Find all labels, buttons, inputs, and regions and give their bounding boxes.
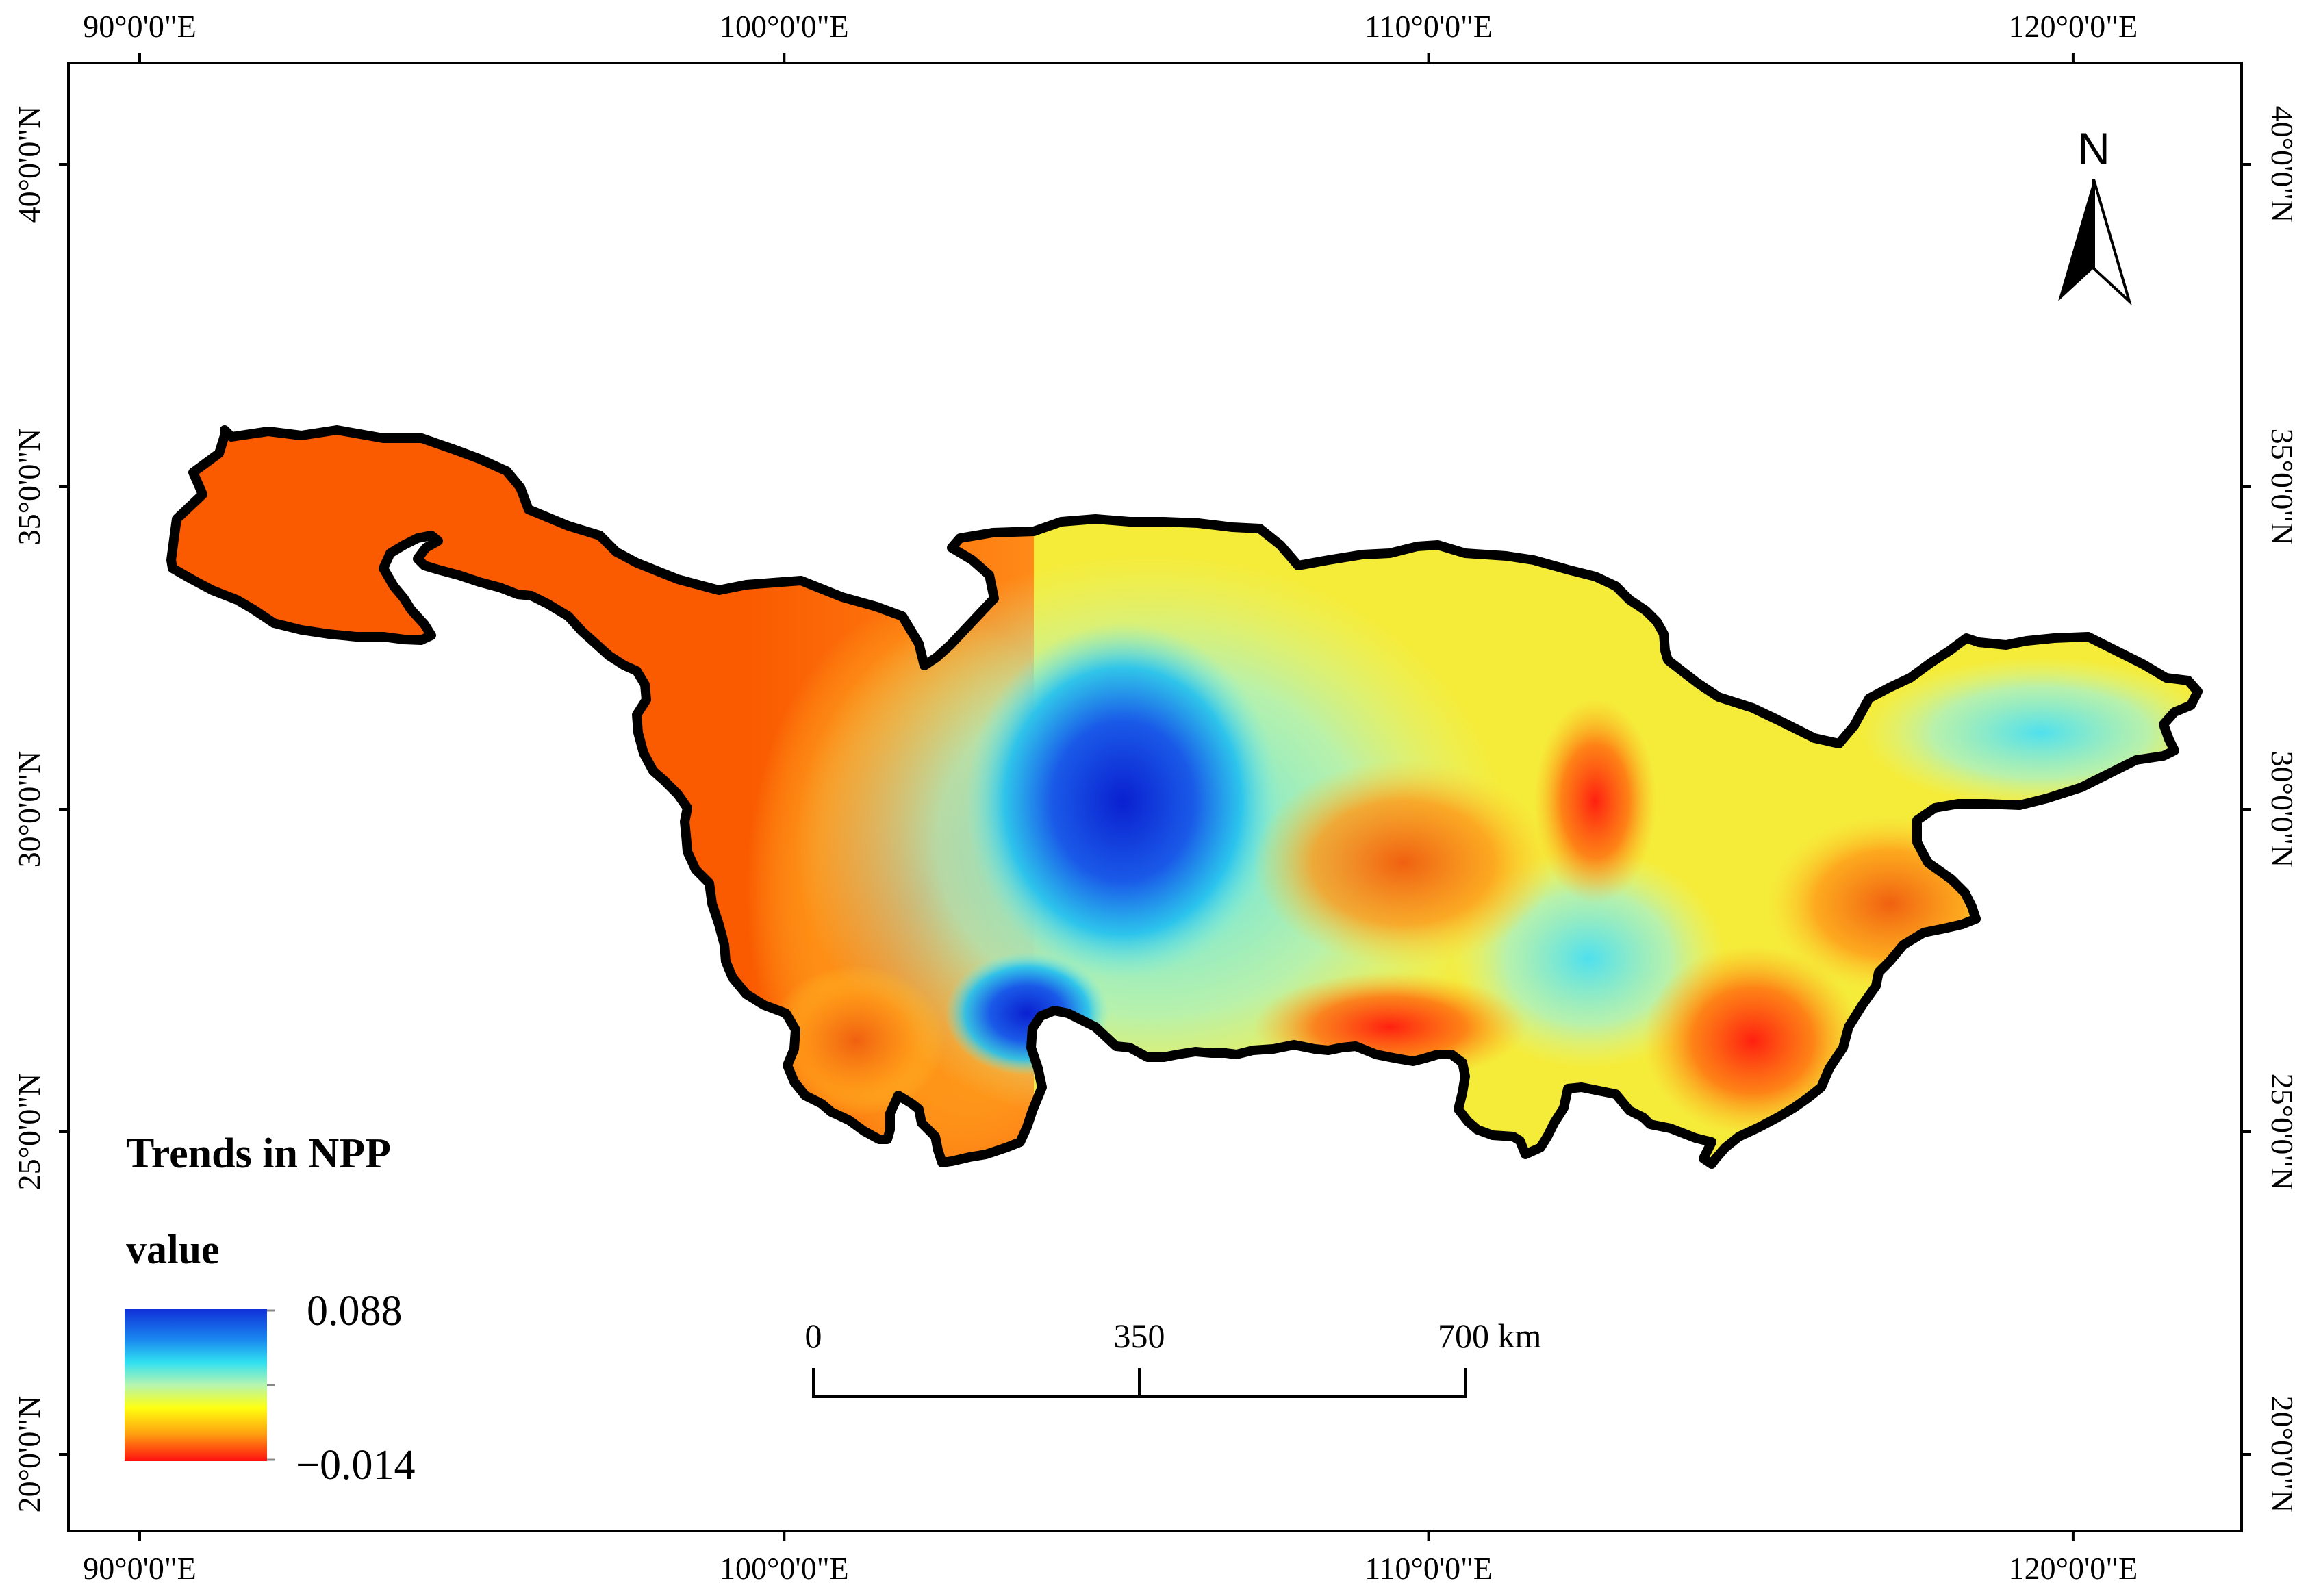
lat-label-right-25: 25°0'0"N xyxy=(2265,1074,2300,1191)
lon-label-bottom-100: 100°0'0"E xyxy=(720,1551,849,1586)
scale-label-700: 700 km xyxy=(1438,1317,1542,1355)
legend-title: Trends in NPP xyxy=(126,1130,391,1177)
legend: Trends in NPP value 0.088 −0.014 xyxy=(125,1130,415,1489)
lon-label-top-90: 90°0'0"E xyxy=(83,9,196,44)
lon-label-top-100: 100°0'0"E xyxy=(720,9,849,44)
lon-label-top-120: 120°0'0"E xyxy=(2009,9,2138,44)
raster-orange-sw xyxy=(767,965,945,1116)
north-arrow: N xyxy=(2058,123,2132,306)
scale-bar: 0 350 700 km xyxy=(805,1317,1542,1398)
lat-label-right-40: 40°0'0"N xyxy=(2265,106,2300,223)
lat-label-left-35: 35°0'0"N xyxy=(12,429,47,546)
lat-label-right-20: 20°0'0"N xyxy=(2265,1396,2300,1513)
lon-label-top-110: 110°0'0"E xyxy=(1365,9,1493,44)
lon-label-bottom-90: 90°0'0"E xyxy=(83,1551,196,1586)
lon-label-bottom-120: 120°0'0"E xyxy=(2009,1551,2138,1586)
raster-red-southeast xyxy=(1643,945,1862,1137)
north-arrow-label: N xyxy=(2077,123,2110,174)
scale-label-350: 350 xyxy=(1114,1317,1165,1355)
raster-orange-mid xyxy=(1253,760,1554,965)
lon-label-bottom-110: 110°0'0"E xyxy=(1365,1551,1493,1586)
lat-label-right-35: 35°0'0"N xyxy=(2265,429,2300,546)
lat-label-left-20: 20°0'0"N xyxy=(12,1396,47,1513)
lat-label-left-25: 25°0'0"N xyxy=(12,1074,47,1191)
legend-colorbar xyxy=(125,1309,267,1461)
raster-red-center xyxy=(1534,698,1657,904)
raster-blue-core xyxy=(965,623,1280,979)
legend-subtitle: value xyxy=(126,1227,220,1272)
lat-label-left-30: 30°0'0"N xyxy=(12,751,47,868)
scale-label-0: 0 xyxy=(805,1317,822,1355)
lat-label-right-30: 30°0'0"N xyxy=(2265,751,2300,868)
north-arrow-right-half xyxy=(2092,179,2132,306)
lat-label-left-40: 40°0'0"N xyxy=(12,106,47,223)
basin-boundary xyxy=(166,425,2203,1169)
north-arrow-left-half xyxy=(2058,179,2094,301)
legend-max-label: 0.088 xyxy=(307,1288,403,1334)
legend-min-label: −0.014 xyxy=(296,1442,415,1489)
graticule-ticks: 90°0'0"E 90°0'0"E 100°0'0"E 100°0'0"E 110°0'… xyxy=(12,9,2300,1586)
